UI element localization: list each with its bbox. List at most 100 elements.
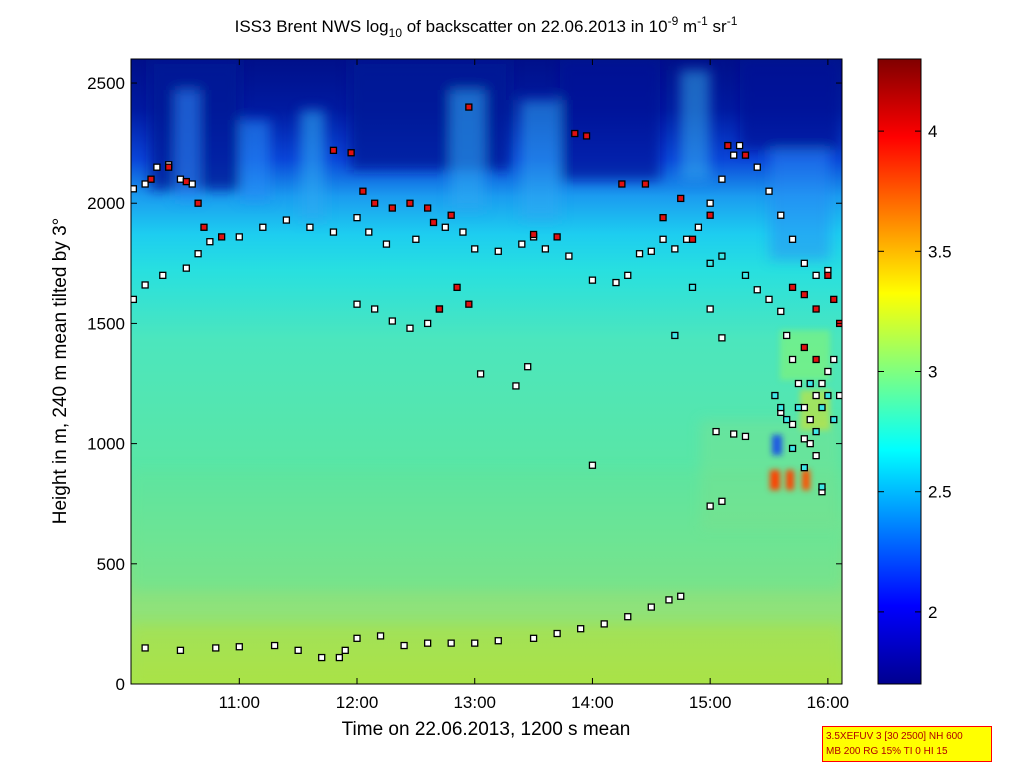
white-marker [388,317,396,325]
white-marker [788,355,797,364]
cyan-marker [688,283,697,292]
white-marker [800,259,808,267]
scatter-layer [119,103,842,662]
white-marker [335,653,344,662]
heatmap-plot-area [119,59,842,684]
white-marker [659,235,667,243]
white-marker [459,228,467,236]
red-marker [830,295,838,304]
cyan-marker [818,483,826,491]
white-marker [400,641,408,650]
plot-frame [130,58,843,685]
red-marker [453,283,461,292]
white-marker [806,439,814,448]
white-marker [553,629,561,638]
white-marker [159,271,167,279]
white-marker [329,228,338,236]
red-marker [194,199,202,207]
white-marker [835,391,842,400]
y-axis: 0 500 1000 1500 2000 2500 [87,74,842,694]
white-marker [706,502,714,510]
white-marker [524,363,532,371]
y-tick-label: 1500 [87,314,125,333]
white-marker [341,646,349,654]
white-marker [706,305,714,313]
red-marker [347,149,355,157]
cyan-marker [706,259,714,267]
white-marker [153,163,161,171]
white-marker [735,141,744,150]
white-marker [188,180,196,188]
white-marker [494,637,502,645]
white-marker [541,245,550,253]
white-marker [824,367,832,376]
white-marker [476,370,485,378]
white-marker [182,264,190,272]
red-marker [529,230,538,239]
white-marker [741,432,750,441]
cyan-marker [788,444,797,453]
red-marker [800,290,808,299]
x-tick-label: 16:00 [807,693,850,712]
white-marker [141,644,149,652]
white-marker [565,252,573,260]
white-marker [718,334,726,342]
cyan-marker [671,331,679,340]
y-tick-label: 1000 [87,435,125,454]
y-tick-label: 2500 [87,74,125,93]
colorbar-tick-label: 3.5 [928,242,952,261]
y-tick-label: 0 [116,675,125,694]
white-marker [647,603,655,611]
white-marker [235,233,243,241]
red-marker [200,223,208,231]
red-marker [788,283,797,292]
red-marker [429,218,438,227]
red-marker [706,211,714,219]
white-marker [647,247,655,255]
white-marker [423,639,432,647]
white-marker [682,235,691,243]
cyan-marker [741,271,750,279]
red-marker [659,214,667,222]
cyan-marker [818,403,826,412]
white-marker [777,211,785,219]
white-marker [794,379,803,388]
x-tick-label: 14:00 [571,693,614,712]
white-marker [730,151,738,159]
white-marker [818,379,826,388]
white-marker [671,245,679,253]
white-marker [119,647,125,653]
cyan-marker [777,403,785,412]
cyan-marker [794,403,803,412]
white-marker [471,639,479,647]
white-marker [194,250,202,258]
cyan-marker [812,427,820,436]
white-marker [512,382,520,390]
white-marker [176,646,185,654]
white-marker [706,199,714,207]
red-marker [371,199,379,207]
white-marker [665,596,673,604]
white-marker [382,240,391,248]
white-marker [730,430,738,438]
white-marker [694,223,703,231]
red-marker [724,141,732,150]
white-marker [712,427,720,436]
cyan-marker [783,415,791,424]
white-marker [718,175,726,183]
x-axis: 11:00 12:00 13:00 14:00 15:00 16:00 [219,59,849,712]
white-marker [412,235,420,243]
red-marker [677,194,685,203]
white-marker [371,305,379,313]
white-marker [141,180,149,188]
white-marker [353,214,361,222]
white-marker [141,281,149,289]
white-marker [131,185,138,193]
white-marker [259,223,267,231]
white-marker [176,175,185,183]
white-marker [812,391,820,400]
white-marker [777,307,785,316]
white-marker [494,247,502,255]
white-marker [353,634,361,642]
white-marker [294,646,302,654]
